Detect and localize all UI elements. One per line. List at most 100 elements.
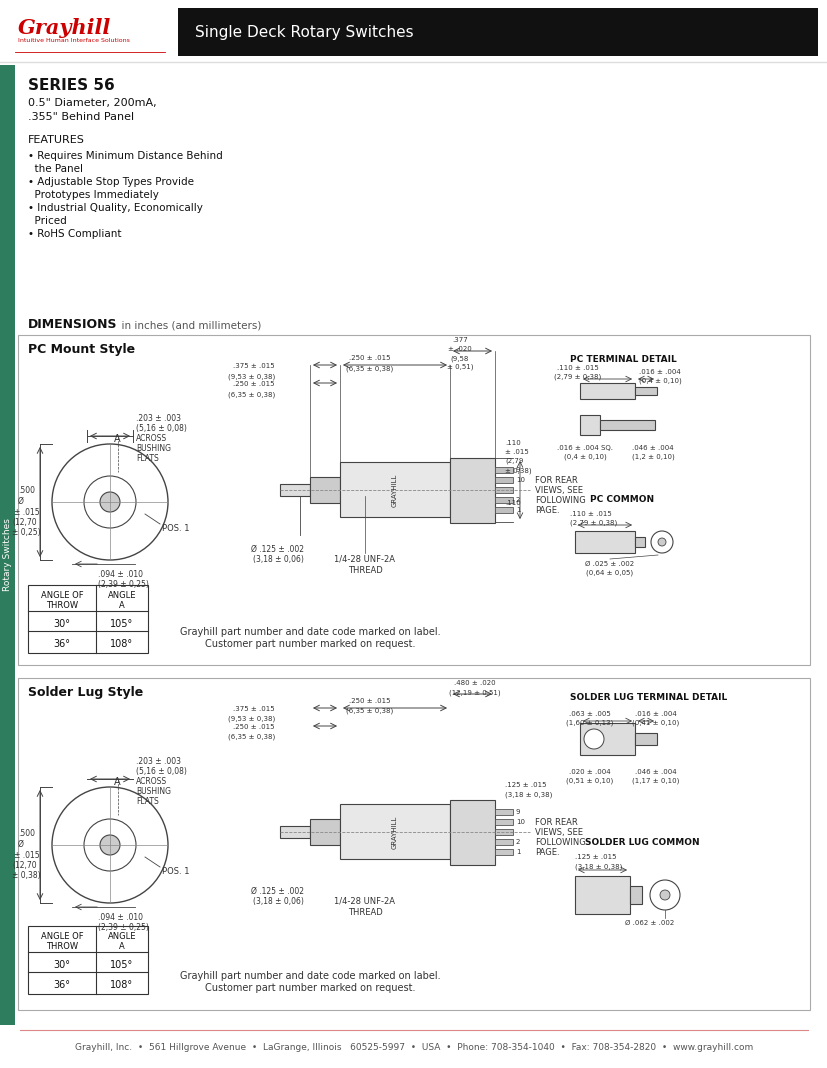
Bar [18,335,809,665]
Bar [495,477,513,483]
Text: .500: .500 [18,829,35,838]
Text: (5,16 ± 0,08): (5,16 ± 0,08) [136,424,187,433]
Text: ANGLE: ANGLE [108,932,136,941]
Text: 9: 9 [515,808,520,815]
Text: A: A [119,601,125,610]
Text: FLATS: FLATS [136,797,159,806]
Text: (0,64 ± 0,05): (0,64 ± 0,05) [586,570,633,577]
Bar [579,415,600,435]
Bar [629,886,641,904]
Text: (0,4 ± 0,10): (0,4 ± 0,10) [638,378,681,384]
Text: Single Deck Rotary Switches: Single Deck Rotary Switches [195,25,414,40]
Text: the Panel: the Panel [28,164,83,174]
Text: THREAD: THREAD [347,566,382,575]
Text: (2,39 ± 0,25): (2,39 ± 0,25) [98,580,149,588]
Text: (6,35 ± 0,38): (6,35 ± 0,38) [227,734,275,740]
Bar [600,420,654,430]
Text: 10: 10 [515,477,524,483]
Bar [0,65,15,1025]
Text: ANGLE: ANGLE [108,591,136,600]
Text: .250 ± .015: .250 ± .015 [349,698,390,704]
Text: .110 ± .015: .110 ± .015 [557,365,598,371]
Bar [178,7,817,56]
Text: 1/4-28 UNF-2A: 1/4-28 UNF-2A [334,897,395,906]
Text: ± .015: ± .015 [14,508,40,517]
Text: Ø .125 ± .002: Ø .125 ± .002 [251,545,304,554]
Text: PC TERMINAL DETAIL: PC TERMINAL DETAIL [569,355,676,364]
Text: THROW: THROW [45,601,78,610]
Text: .110: .110 [504,440,520,446]
Text: Grayhill, Inc.  •  561 Hillgrove Avenue  •  LaGrange, Illinois   60525-5997  •  : Grayhill, Inc. • 561 Hillgrove Avenue • … [74,1043,753,1052]
Bar [579,723,634,755]
Text: .125 ± .015: .125 ± .015 [504,782,546,788]
Bar [634,387,656,395]
Bar [495,507,513,513]
Text: PAGE.: PAGE. [534,848,559,857]
Circle shape [583,729,603,749]
Bar [449,458,495,523]
Text: • Requires Minimum Distance Behind: • Requires Minimum Distance Behind [28,151,222,161]
Text: (2,79: (2,79 [504,458,523,465]
Text: ACROSS: ACROSS [136,778,167,786]
Circle shape [657,538,665,546]
Text: .203 ± .003: .203 ± .003 [136,757,181,766]
Text: 2: 2 [515,497,519,503]
Text: .375 ± .015: .375 ± .015 [233,706,275,712]
Bar [449,800,495,865]
Text: (3,18 ± 0,06): (3,18 ± 0,06) [252,897,303,906]
Text: A: A [114,778,121,787]
Text: ± 0,38): ± 0,38) [504,467,531,473]
Text: .016 ± .004 SQ.: .016 ± .004 SQ. [557,445,612,451]
Text: (6,35 ± 0,38): (6,35 ± 0,38) [346,708,393,714]
Text: 108°: 108° [110,639,133,649]
Text: 1: 1 [515,507,520,513]
Text: (3,18 ± 0,38): (3,18 ± 0,38) [574,863,622,869]
Bar [495,819,513,824]
Text: ± 0,25): ± 0,25) [12,528,41,537]
Text: POS. 1: POS. 1 [162,524,189,533]
Text: FOR REAR: FOR REAR [534,818,577,827]
Text: Customer part number marked on request.: Customer part number marked on request. [204,639,415,649]
Text: Intuitive Human Interface Solutions: Intuitive Human Interface Solutions [18,38,130,43]
Text: THREAD: THREAD [347,908,382,917]
Text: A: A [114,434,121,444]
Text: ± .015: ± .015 [14,851,40,860]
Text: (9,53 ± 0,38): (9,53 ± 0,38) [227,373,275,379]
Text: Grayhill: Grayhill [18,18,111,38]
Text: .063 ± .005: .063 ± .005 [568,711,610,717]
Text: ± 0,38): ± 0,38) [12,871,41,880]
Text: .500: .500 [18,486,35,494]
Bar [495,487,513,493]
Text: Grayhill part number and date code marked on label.: Grayhill part number and date code marke… [179,627,440,637]
Bar [495,839,513,845]
Bar [495,467,513,473]
Text: .355" Behind Panel: .355" Behind Panel [28,112,134,122]
Bar [495,808,513,815]
Text: (1,2 ± 0,10): (1,2 ± 0,10) [631,454,673,460]
Text: VIEWS, SEE: VIEWS, SEE [534,486,582,494]
Text: .094 ± .010: .094 ± .010 [98,570,143,579]
Bar [574,876,629,914]
Text: .110 ± .015: .110 ± .015 [569,511,611,517]
Text: ± 0,51): ± 0,51) [447,364,473,371]
Text: FOR REAR: FOR REAR [534,476,577,485]
Text: ANGLE OF: ANGLE OF [41,932,84,941]
Text: .250 ± .015: .250 ± .015 [233,724,275,731]
Text: A: A [119,942,125,951]
Text: • Industrial Quality, Economically: • Industrial Quality, Economically [28,203,203,213]
Text: THROW: THROW [45,942,78,951]
Circle shape [659,890,669,900]
Bar [495,849,513,855]
Text: 105°: 105° [110,960,133,970]
Text: .110: .110 [504,500,520,506]
Circle shape [650,531,672,553]
Text: SERIES 56: SERIES 56 [28,78,115,93]
Text: VIEWS, SEE: VIEWS, SEE [534,828,582,837]
Bar [0,0,827,62]
Text: ACROSS: ACROSS [136,434,167,443]
Text: .250 ± .015: .250 ± .015 [233,381,275,387]
Text: .094 ± .010: .094 ± .010 [98,913,143,922]
Text: FEATURES: FEATURES [28,135,85,145]
Text: 1: 1 [515,849,520,855]
Text: Rotary Switches: Rotary Switches [3,519,12,592]
